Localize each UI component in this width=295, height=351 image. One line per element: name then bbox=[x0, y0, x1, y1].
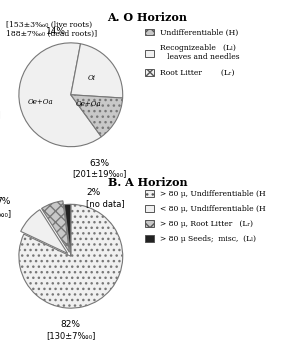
Text: [no data]: [no data] bbox=[86, 199, 125, 208]
Text: 2%: 2% bbox=[86, 188, 101, 197]
Legend: > 80 μ, Undifferentiable (H, < 80 μ, Undifferentiable (H, > 80 μ, Root Litter   : > 80 μ, Undifferentiable (H, < 80 μ, Und… bbox=[144, 189, 266, 244]
Text: [113±7 - 132±8]: [113±7 - 132±8] bbox=[0, 110, 1, 119]
Text: [201±19‰₀]: [201±19‰₀] bbox=[72, 169, 127, 178]
Wedge shape bbox=[21, 210, 68, 253]
Text: Oe+Oa: Oe+Oa bbox=[28, 98, 53, 106]
Text: B. A Horizon: B. A Horizon bbox=[108, 177, 187, 188]
Wedge shape bbox=[19, 43, 101, 147]
Wedge shape bbox=[42, 201, 69, 252]
Text: 63%: 63% bbox=[89, 159, 109, 168]
Text: 23%: 23% bbox=[0, 98, 1, 107]
Text: Oe+Oa: Oe+Oa bbox=[75, 100, 101, 108]
Text: 14%: 14% bbox=[46, 27, 66, 36]
Text: Oi: Oi bbox=[88, 74, 96, 82]
Text: [256‰₀]: [256‰₀] bbox=[0, 209, 11, 218]
Wedge shape bbox=[19, 204, 123, 308]
Text: [130±7‰₀]: [130±7‰₀] bbox=[46, 331, 96, 340]
Wedge shape bbox=[64, 204, 71, 256]
Wedge shape bbox=[71, 44, 123, 98]
Text: 82%: 82% bbox=[61, 320, 81, 329]
Text: 7%: 7% bbox=[0, 197, 11, 206]
Text: A. O Horizon: A. O Horizon bbox=[107, 12, 188, 23]
Text: [153±3‰₀ (live roots)
188±7‰₀ (dead roots)]: [153±3‰₀ (live roots) 188±7‰₀ (dead root… bbox=[6, 21, 97, 38]
Wedge shape bbox=[71, 95, 123, 137]
Legend: Undifferentiable (H), Recognizeable   (Lₗ)
   leaves and needles, Root Litter   : Undifferentiable (H), Recognizeable (Lₗ)… bbox=[144, 28, 240, 78]
